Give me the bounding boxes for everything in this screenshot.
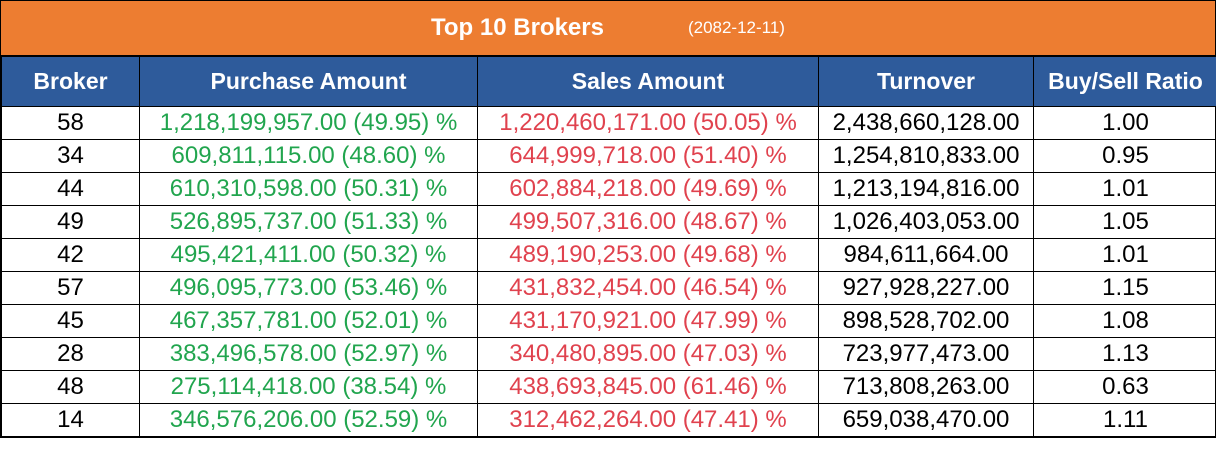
broker-cell: 48 <box>1 370 140 404</box>
sales-amount-cell: 431,832,454.00 (46.54) % <box>477 271 819 305</box>
purchase-amount-cell: 526,895,737.00 (51.33) % <box>139 205 478 239</box>
turnover-cell: 1,254,810,833.00 <box>818 139 1034 173</box>
brokers-table: Broker Purchase Amount Sales Amount Turn… <box>1 56 1216 437</box>
table-row: 34 609,811,115.00 (48.60) % 644,999,718.00… <box>1 139 1216 173</box>
column-header-broker: Broker <box>1 56 140 107</box>
buy-sell-ratio-cell: 1.11 <box>1033 403 1216 437</box>
broker-cell: 58 <box>1 106 140 140</box>
top-brokers-report: Top 10 Brokers (2082-12-11) Broker Purch… <box>0 0 1216 438</box>
column-header-buy-sell-ratio: Buy/Sell Ratio <box>1033 56 1216 107</box>
broker-cell: 45 <box>1 304 140 338</box>
turnover-cell: 713,808,263.00 <box>818 370 1034 404</box>
turnover-cell: 984,611,664.00 <box>818 238 1034 272</box>
table-row: 14 346,576,206.00 (52.59) % 312,462,264.00… <box>1 403 1216 437</box>
table-row: 57 496,095,773.00 (53.46) % 431,832,454.00… <box>1 271 1216 305</box>
turnover-cell: 1,213,194,816.00 <box>818 172 1034 206</box>
turnover-cell: 2,438,660,128.00 <box>818 106 1034 140</box>
purchase-amount-cell: 1,218,199,957.00 (49.95) % <box>139 106 478 140</box>
buy-sell-ratio-cell: 0.63 <box>1033 370 1216 404</box>
broker-cell: 28 <box>1 337 140 371</box>
broker-cell: 42 <box>1 238 140 272</box>
purchase-amount-cell: 275,114,418.00 (38.54) % <box>139 370 478 404</box>
broker-cell: 34 <box>1 139 140 173</box>
purchase-amount-cell: 346,576,206.00 (52.59) % <box>139 403 478 437</box>
turnover-cell: 927,928,227.00 <box>818 271 1034 305</box>
turnover-cell: 723,977,473.00 <box>818 337 1034 371</box>
sales-amount-cell: 644,999,718.00 (51.40) % <box>477 139 819 173</box>
buy-sell-ratio-cell: 1.15 <box>1033 271 1216 305</box>
table-row: 58 1,218,199,957.00 (49.95) % 1,220,460,17… <box>1 106 1216 140</box>
table-row: 48 275,114,418.00 (38.54) % 438,693,845.00… <box>1 370 1216 404</box>
buy-sell-ratio-cell: 1.08 <box>1033 304 1216 338</box>
column-header-sales-amount: Sales Amount <box>477 56 819 107</box>
turnover-cell: 898,528,702.00 <box>818 304 1034 338</box>
sales-amount-cell: 1,220,460,171.00 (50.05) % <box>477 106 819 140</box>
table-header: Broker Purchase Amount Sales Amount Turn… <box>1 56 1216 107</box>
header-row: Broker Purchase Amount Sales Amount Turn… <box>1 56 1216 107</box>
table-row: 45 467,357,781.00 (52.01) % 431,170,921.00… <box>1 304 1216 338</box>
table-body: 58 1,218,199,957.00 (49.95) % 1,220,460,17… <box>1 106 1216 437</box>
buy-sell-ratio-cell: 1.01 <box>1033 172 1216 206</box>
column-header-turnover: Turnover <box>818 56 1034 107</box>
sales-amount-cell: 312,462,264.00 (47.41) % <box>477 403 819 437</box>
table-row: 49 526,895,737.00 (51.33) % 499,507,316.00… <box>1 205 1216 239</box>
turnover-cell: 1,026,403,053.00 <box>818 205 1034 239</box>
broker-cell: 49 <box>1 205 140 239</box>
buy-sell-ratio-cell: 1.05 <box>1033 205 1216 239</box>
purchase-amount-cell: 467,357,781.00 (52.01) % <box>139 304 478 338</box>
sales-amount-cell: 602,884,218.00 (49.69) % <box>477 172 819 206</box>
table-row: 28 383,496,578.00 (52.97) % 340,480,895.00… <box>1 337 1216 371</box>
sales-amount-cell: 438,693,845.00 (61.46) % <box>477 370 819 404</box>
broker-cell: 44 <box>1 172 140 206</box>
sales-amount-cell: 340,480,895.00 (47.03) % <box>477 337 819 371</box>
purchase-amount-cell: 496,095,773.00 (53.46) % <box>139 271 478 305</box>
table-row: 42 495,421,411.00 (50.32) % 489,190,253.00… <box>1 238 1216 272</box>
buy-sell-ratio-cell: 1.00 <box>1033 106 1216 140</box>
buy-sell-ratio-cell: 1.01 <box>1033 238 1216 272</box>
purchase-amount-cell: 610,310,598.00 (50.31) % <box>139 172 478 206</box>
column-header-purchase-amount: Purchase Amount <box>139 56 478 107</box>
buy-sell-ratio-cell: 1.13 <box>1033 337 1216 371</box>
turnover-cell: 659,038,470.00 <box>818 403 1034 437</box>
sales-amount-cell: 431,170,921.00 (47.99) % <box>477 304 819 338</box>
purchase-amount-cell: 495,421,411.00 (50.32) % <box>139 238 478 272</box>
table-row: 44 610,310,598.00 (50.31) % 602,884,218.00… <box>1 172 1216 206</box>
broker-cell: 14 <box>1 403 140 437</box>
sales-amount-cell: 499,507,316.00 (48.67) % <box>477 205 819 239</box>
broker-cell: 57 <box>1 271 140 305</box>
sales-amount-cell: 489,190,253.00 (49.68) % <box>477 238 819 272</box>
buy-sell-ratio-cell: 0.95 <box>1033 139 1216 173</box>
report-date: (2082-12-11) <box>687 18 785 37</box>
purchase-amount-cell: 383,496,578.00 (52.97) % <box>139 337 478 371</box>
purchase-amount-cell: 609,811,115.00 (48.60) % <box>139 139 478 173</box>
title-bar: Top 10 Brokers (2082-12-11) <box>1 1 1215 56</box>
report-title: Top 10 Brokers <box>431 14 604 41</box>
